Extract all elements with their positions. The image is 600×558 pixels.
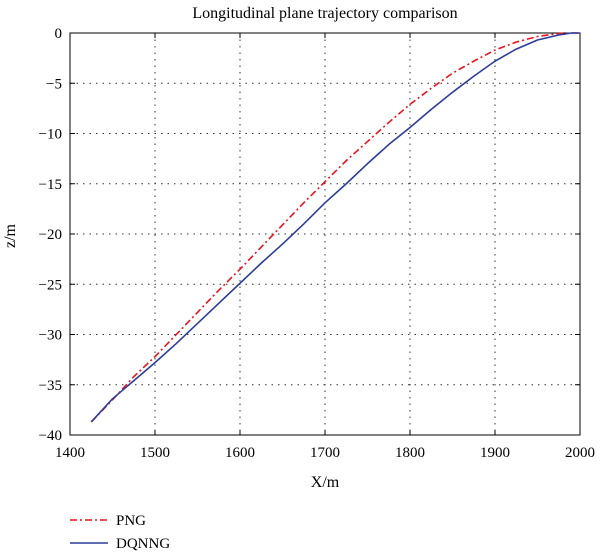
y-tick-label: −5	[46, 76, 62, 92]
series-line-png	[90, 32, 580, 423]
y-tick-label: −10	[39, 127, 62, 143]
x-tick-label: 2000	[565, 445, 595, 461]
x-tick-label: 1700	[310, 445, 340, 461]
y-tick-label: −15	[39, 177, 62, 193]
y-tick-label: 0	[55, 26, 63, 42]
y-tick-label: −20	[39, 227, 62, 243]
legend: PNG DQNNG	[70, 513, 170, 552]
x-tick-label: 1600	[225, 445, 255, 461]
x-tick-label: 1500	[140, 445, 170, 461]
x-axis-label: X/m	[311, 474, 340, 491]
legend-label-png: PNG	[116, 513, 146, 529]
y-tick-label: −35	[39, 378, 62, 394]
chart-title: Longitudinal plane trajectory comparison	[192, 5, 457, 22]
x-tick-label: 1400	[55, 445, 85, 461]
grid	[70, 33, 580, 435]
series-lines	[90, 32, 580, 423]
legend-label-dqnng: DQNNG	[116, 536, 170, 552]
y-tick-label: −40	[39, 428, 62, 444]
axis-ticks: 1400 1500 1600 1700 1800 1900 2000 0 −5 −10 −15 −20…	[39, 26, 595, 461]
y-tick-label: −25	[39, 277, 62, 293]
y-axis-label: z/m	[2, 223, 19, 248]
y-tick-label: −30	[39, 328, 62, 344]
series-line-dqnng	[90, 32, 580, 423]
x-tick-label: 1800	[395, 445, 425, 461]
x-tick-label: 1900	[480, 445, 510, 461]
